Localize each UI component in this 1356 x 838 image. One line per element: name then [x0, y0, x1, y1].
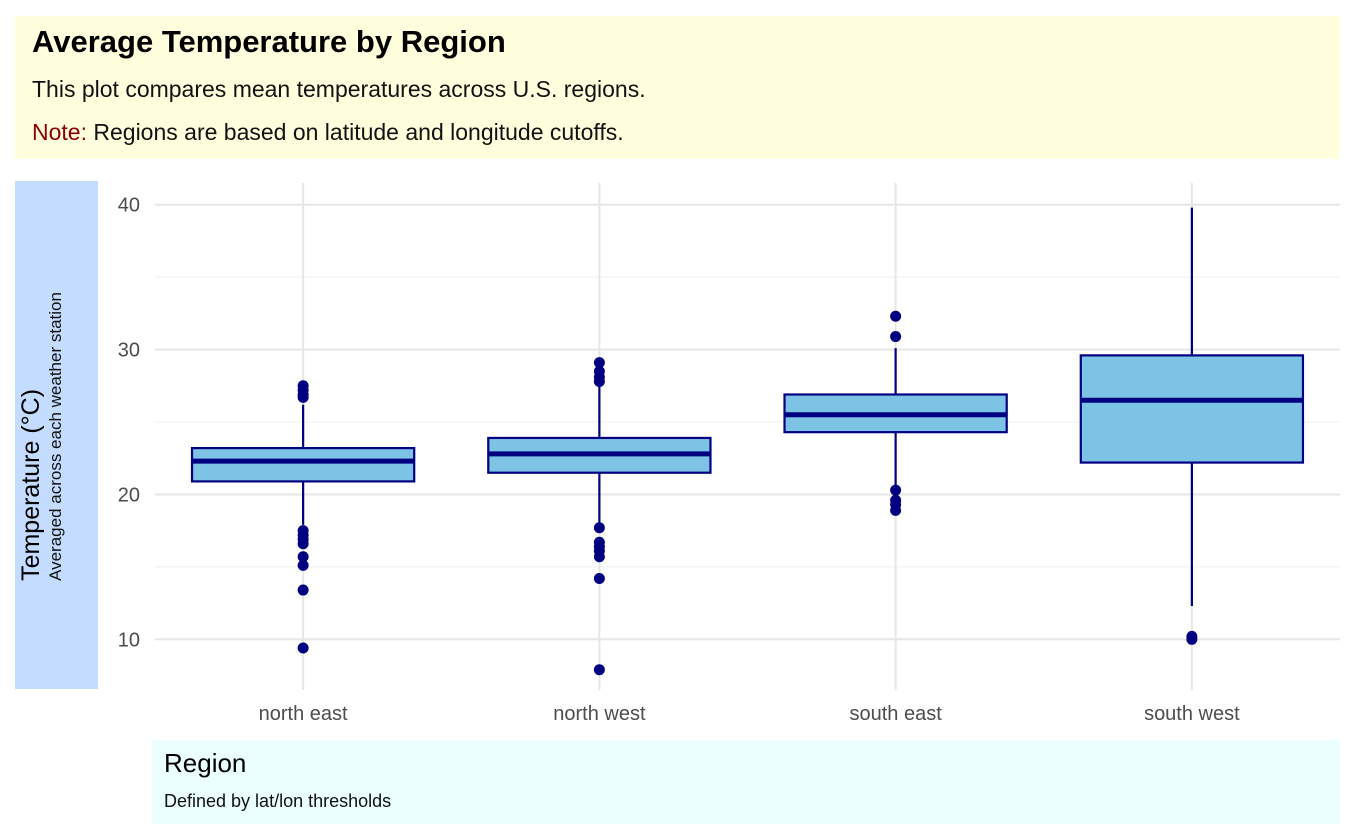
x-tick-label: south east: [849, 703, 942, 725]
box-iqr: [1079, 354, 1305, 464]
outlier-point: [297, 551, 309, 563]
outlier-point: [593, 375, 605, 387]
x-tick-label: south west: [1144, 703, 1240, 725]
x-axis-subtitle: Defined by lat/lon thresholds: [164, 791, 392, 811]
outlier-point: [593, 572, 605, 584]
x-tick-label: north west: [553, 703, 646, 725]
x-axis-label-panel: Region Defined by lat/lon thresholds: [152, 740, 1340, 824]
outlier-point: [890, 484, 902, 496]
outlier-point: [593, 664, 605, 676]
outlier-point: [297, 642, 309, 654]
outlier-point: [890, 504, 902, 516]
outlier-point: [593, 551, 605, 563]
outlier-point: [890, 310, 902, 322]
y-tick-label: 40: [118, 195, 140, 217]
title-panel: Average Temperature by Region This plot …: [15, 16, 1340, 159]
outlier-point: [297, 584, 309, 596]
outlier-point: [297, 391, 309, 403]
outlier-point: [890, 331, 902, 343]
x-tick-label: north east: [259, 703, 348, 725]
outlier-point: [1186, 633, 1198, 645]
y-axis-label-panel: [15, 181, 98, 689]
y-tick-label: 30: [118, 340, 140, 362]
outlier-point: [593, 357, 605, 369]
outlier-point: [297, 538, 309, 550]
note-text: Regions are based on latitude and longit…: [86, 119, 624, 145]
x-axis-title: Region: [164, 748, 247, 778]
outlier-point: [593, 522, 605, 534]
chart-title: Average Temperature by Region: [32, 24, 506, 59]
box-iqr: [190, 446, 416, 483]
y-tick-label: 10: [118, 629, 140, 651]
y-tick-label: 20: [118, 484, 140, 506]
outlier-point: [297, 559, 309, 571]
chart-subtitle: This plot compares mean temperatures acr…: [32, 76, 646, 102]
note-prefix: Note:: [32, 119, 87, 145]
chart-note: Note: Regions are based on latitude and …: [32, 119, 624, 146]
